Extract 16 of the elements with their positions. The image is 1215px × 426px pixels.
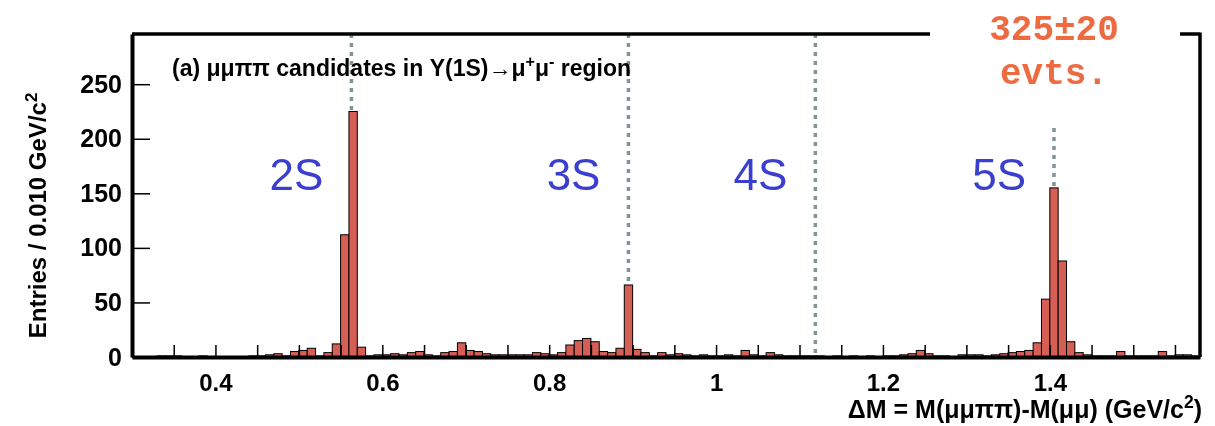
y-tick-label: 50 <box>94 287 122 316</box>
ref-line-label: 3S <box>546 150 601 199</box>
annotation: 325±20 evts. <box>989 10 1119 95</box>
ref-line-label: 5S <box>972 150 1026 199</box>
y-tick-label: 0 <box>108 342 122 371</box>
x-tick-label: 0.8 <box>533 369 567 396</box>
ref-line-label: 4S <box>733 150 788 199</box>
y-tick-label: 100 <box>80 233 122 262</box>
y-tick-label: 200 <box>80 124 122 153</box>
y-tick-label: 150 <box>80 178 122 207</box>
x-tick-label: 0.4 <box>199 369 234 396</box>
x-tick-label: 0.6 <box>366 369 400 396</box>
y-tick-label: 250 <box>80 69 122 98</box>
x-tick-label: 1 <box>709 369 724 396</box>
ref-line-label: 2S <box>269 150 324 199</box>
text: (a) μμππ candidates in Υ(1S)→μ$^{+}$μ$^{-}$ region <box>172 52 632 81</box>
